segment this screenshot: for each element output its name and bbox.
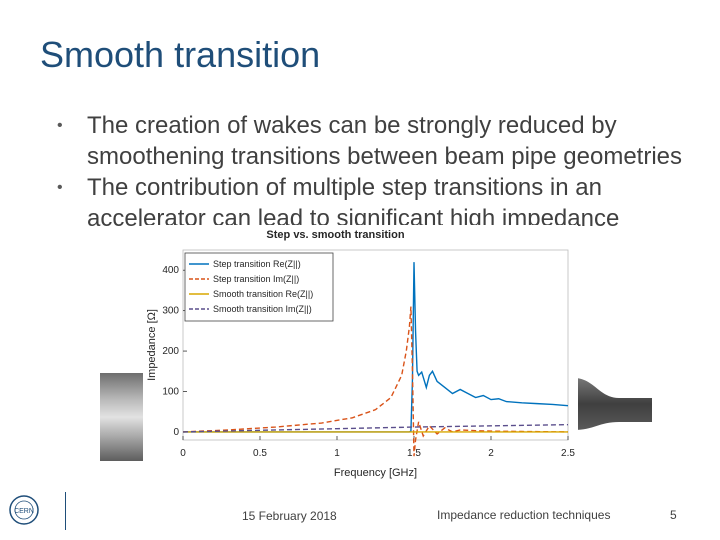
bullet-dot-icon: •	[57, 179, 63, 196]
x-tick-label: 2.5	[561, 448, 575, 459]
x-tick-label: 0.5	[253, 448, 267, 459]
bullet-item: • The creation of wakes can be strongly …	[57, 110, 697, 172]
y-tick-label: 400	[162, 265, 179, 276]
y-tick-label: 300	[162, 306, 179, 317]
x-tick-label: 0	[180, 448, 186, 459]
chart-title: Step vs. smooth transition	[266, 229, 404, 241]
svg-text:CERN: CERN	[14, 508, 34, 515]
y-tick-label: 100	[162, 386, 179, 397]
series-line	[182, 306, 569, 457]
x-axis-label: Frequency [GHz]	[334, 467, 417, 479]
bullet-dot-icon: •	[57, 117, 63, 134]
legend-entry: Smooth transition Im(Z||)	[213, 304, 312, 314]
legend-box	[184, 252, 334, 322]
logo-divider	[65, 492, 66, 530]
x-tick-label: 1	[334, 448, 340, 459]
x-tick-label: 2	[488, 448, 494, 459]
series-line	[182, 423, 569, 433]
page-number: 5	[670, 508, 677, 522]
smooth-pipe-image	[574, 378, 652, 430]
y-axis-label: Impedance [Ω]	[146, 309, 158, 381]
y-tick-label: 0	[173, 427, 179, 438]
bullet-text: The contribution of multiple step transi…	[87, 174, 620, 232]
step-pipe-image	[100, 373, 148, 461]
bullet-list: • The creation of wakes can be strongly …	[57, 110, 697, 234]
legend-entry: Smooth transition Re(Z||)	[213, 289, 313, 299]
cern-logo-icon: CERN	[9, 495, 39, 525]
slide-title: Smooth transition	[40, 34, 321, 75]
bullet-text: The creation of wakes can be strongly re…	[87, 112, 683, 170]
legend-entry: Step transition Im(Z||)	[213, 274, 299, 284]
y-tick-label: 200	[162, 346, 179, 357]
footer-date: 15 February 2018	[242, 509, 337, 523]
legend-entry: Step transition Re(Z||)	[213, 259, 301, 269]
chart-panel: 0 0.5 1 1.5 2 2.5 0 100 200 300 400 Step vs. smooth…	[143, 225, 578, 497]
footer-topic: Impedance reduction techniques	[437, 508, 611, 522]
